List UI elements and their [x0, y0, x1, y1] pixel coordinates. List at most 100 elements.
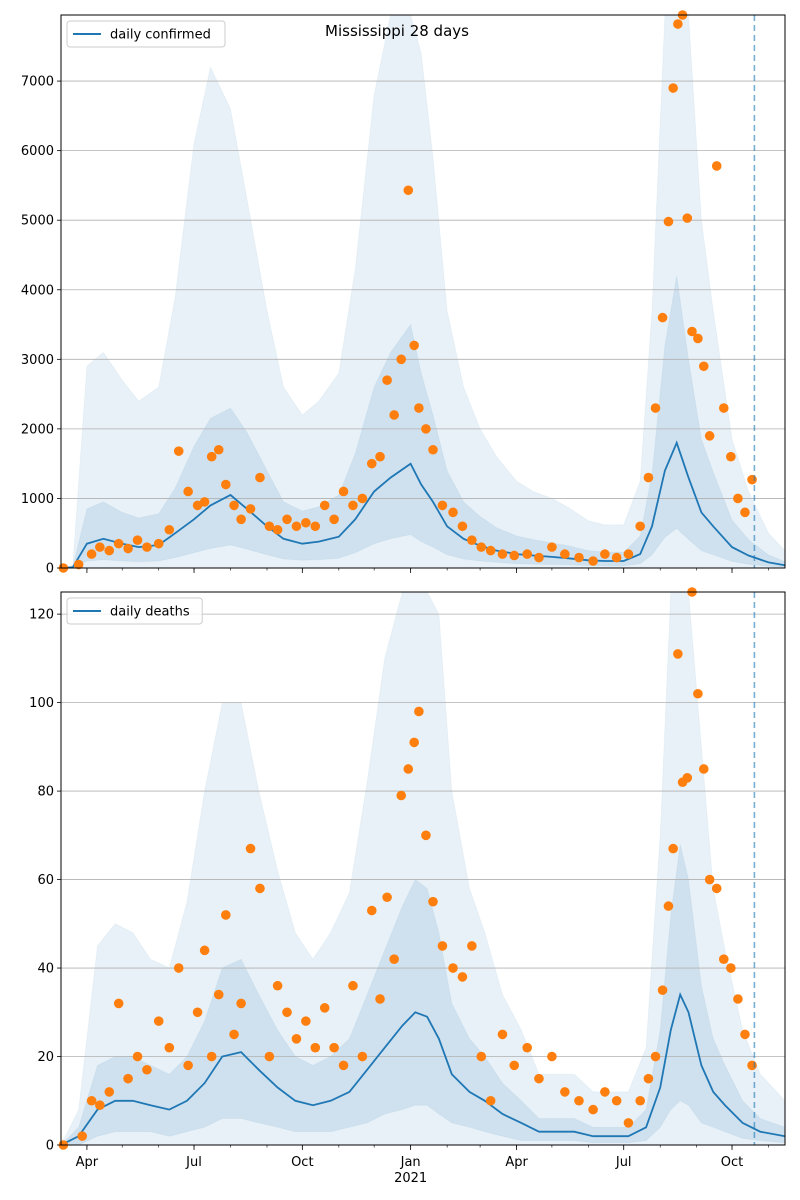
chart-title: Mississippi 28 days [325, 22, 469, 40]
data-point [348, 500, 358, 511]
data-point [476, 1051, 487, 1062]
data-point [747, 1060, 757, 1071]
data-point [375, 994, 385, 1004]
data-point [428, 444, 438, 455]
data-point [213, 989, 224, 1000]
data-point [291, 1034, 302, 1044]
data-point [704, 431, 715, 441]
x-tick-label: Jul [615, 1155, 632, 1170]
x-tick-label: Oct [721, 1155, 743, 1170]
data-point [142, 1064, 152, 1075]
data-point [236, 514, 246, 525]
data-point [282, 514, 292, 525]
data-point [357, 1051, 368, 1062]
x-axis-year-label: 2021 [394, 1171, 427, 1186]
data-point [389, 410, 399, 420]
data-point [77, 1131, 87, 1141]
data-point [588, 556, 598, 566]
data-point [153, 1016, 164, 1026]
data-point [643, 472, 654, 483]
data-point [476, 542, 487, 552]
data-point [740, 507, 750, 518]
data-point [329, 1042, 339, 1053]
data-point [600, 549, 610, 559]
data-point [213, 444, 224, 455]
data-point [485, 1095, 496, 1106]
data-point [319, 1003, 330, 1013]
data-point [310, 521, 321, 532]
y-axis-ticks: 0 1000 2000 3000 4000 5000 6000 7000 [21, 75, 61, 577]
data-point [199, 497, 210, 507]
data-point [600, 1087, 610, 1097]
data-point [173, 446, 184, 456]
legend-label-daily-deaths: daily deaths [110, 605, 190, 620]
data-point [403, 185, 414, 196]
y-tick-label: 4000 [21, 283, 54, 298]
y-tick-label: 6000 [21, 144, 54, 159]
data-point [396, 354, 407, 365]
x-tick-label: Apr [505, 1155, 528, 1170]
data-point [291, 521, 302, 532]
data-point [467, 941, 477, 951]
data-point [663, 216, 674, 227]
data-point [192, 1007, 203, 1018]
chart-panel-confirmed: 0 1000 2000 3000 4000 5000 6000 7000 Mississipp… [21, 10, 786, 577]
data-point [414, 706, 424, 717]
data-point [229, 1029, 239, 1040]
data-point [414, 403, 424, 413]
data-point [693, 688, 703, 699]
plot-frame [60, 591, 786, 1146]
y-axis-ticks: 0 20 40 60 80 100 120 [29, 608, 61, 1154]
data-point [698, 764, 709, 774]
legend: daily deaths [66, 597, 203, 625]
data-point [173, 963, 184, 973]
data-point [611, 1095, 622, 1106]
data-point [448, 507, 458, 518]
series-line-path [60, 991, 786, 1146]
legend-box [66, 597, 203, 625]
data-point [421, 830, 431, 841]
data-point [132, 1051, 143, 1062]
data-point [467, 535, 477, 545]
data-point [668, 83, 678, 93]
data-point [718, 954, 729, 964]
data-point [282, 1007, 292, 1018]
data-point [338, 486, 349, 497]
data-point [718, 403, 729, 413]
data-point [206, 451, 217, 462]
data-point [522, 549, 532, 559]
x-axis-ticks: Apr Jul Oct Jan Apr Jul Oct [76, 1145, 769, 1170]
y-tick-label: 7000 [21, 75, 54, 90]
series-line-daily-deaths [60, 991, 786, 1146]
data-point [682, 773, 693, 783]
data-point [704, 874, 715, 885]
data-point [272, 980, 283, 991]
data-point [623, 1118, 634, 1128]
data-point [301, 517, 311, 528]
x-tick-label: Jul [185, 1155, 202, 1170]
data-point [183, 486, 193, 497]
data-point [574, 1095, 584, 1106]
data-point [650, 403, 661, 413]
data-point [409, 737, 419, 748]
data-point [574, 552, 584, 563]
x-tick-label: Jan [400, 1155, 421, 1170]
data-point [611, 552, 622, 563]
data-point [123, 543, 133, 554]
data-point [437, 941, 448, 951]
data-point [382, 375, 392, 385]
data-point [509, 1060, 520, 1071]
data-point [272, 524, 283, 535]
data-point [509, 550, 520, 561]
legend-label-daily-confirmed: daily confirmed [110, 28, 211, 43]
legend: daily confirmed [66, 20, 226, 48]
data-point [747, 474, 757, 485]
data-point [104, 1087, 115, 1097]
data-point [457, 521, 468, 532]
data-point [547, 1051, 557, 1062]
data-point [366, 905, 377, 916]
data-point [206, 1051, 217, 1062]
y-tick-label: 80 [37, 785, 54, 800]
data-point [588, 1104, 598, 1115]
